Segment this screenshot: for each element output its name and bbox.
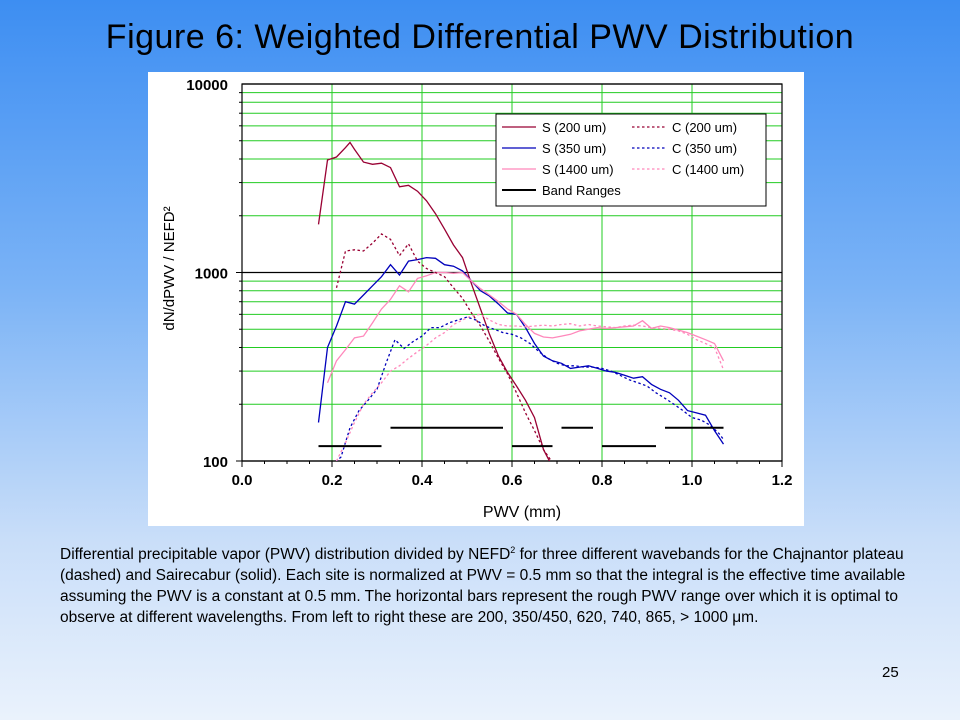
series-line-s-200-um	[317, 141, 551, 461]
legend-label: S (1400 um)	[542, 162, 614, 177]
y-tick-label: 10000	[186, 77, 228, 94]
legend-label: S (200 um)	[542, 120, 606, 135]
y-tick-label: 1000	[195, 266, 228, 283]
x-tick-label: 0.8	[592, 472, 613, 489]
x-tick-label: 0.2	[322, 472, 343, 489]
slide-title: Figure 6: Weighted Differential PWV Dist…	[105, 18, 855, 56]
series-line-c-1400-um	[335, 313, 725, 461]
caption-text-part2: for three different wavebands for the Ch…	[60, 546, 906, 627]
x-tick-label: 1.2	[772, 472, 793, 489]
y-tick-label: 100	[203, 454, 228, 471]
series-line-s-350-um	[317, 256, 725, 445]
caption-text-part1: Differential precipitable vapor (PWV) di…	[60, 546, 511, 564]
x-tick-label: 0.0	[232, 472, 253, 489]
caption-superscript: 2	[510, 545, 516, 555]
x-tick-label: 0.6	[502, 472, 523, 489]
figure-caption: Differential precipitable vapor (PWV) di…	[60, 540, 910, 628]
x-tick-label: 1.0	[682, 472, 703, 489]
chart-panel: 0.0 0.2 0.4 0.6 0.8 1.0 1.2 100 1000 10000 PWV (mm…	[148, 72, 804, 526]
legend-label: S (350 um)	[542, 141, 606, 156]
series-line-c-350-um	[335, 316, 725, 461]
legend-label: C (1400 um)	[672, 162, 744, 177]
x-tick-label: 0.4	[412, 472, 434, 489]
pwv-chart: 0.0 0.2 0.4 0.6 0.8 1.0 1.2 100 1000 10000 PWV (mm…	[161, 77, 793, 521]
legend-label-band-ranges: Band Ranges	[542, 183, 621, 198]
x-axis-title: PWV (mm)	[483, 504, 561, 521]
legend-label: C (200 um)	[672, 120, 737, 135]
series-line-s-1400-um	[326, 271, 725, 384]
series-line-c-200-um	[335, 233, 553, 461]
legend-label: C (350 um)	[672, 141, 737, 156]
y-axis-title: dN/dPWV / NEFD²	[161, 206, 178, 330]
page-number: 25	[882, 664, 899, 681]
legend-box	[495, 113, 767, 207]
